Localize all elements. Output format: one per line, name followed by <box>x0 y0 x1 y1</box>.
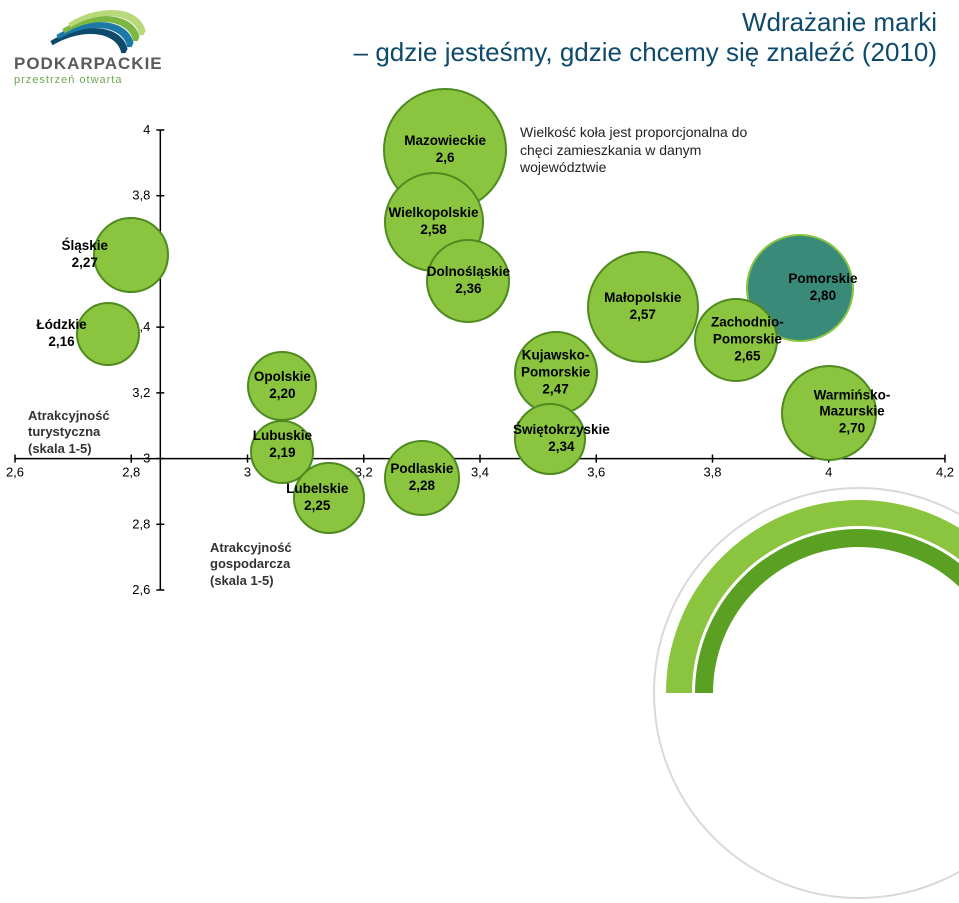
svg-text:3,8: 3,8 <box>703 465 721 480</box>
svg-text:2,6: 2,6 <box>132 582 150 597</box>
x-axis-title: Atrakcyjność gospodarcza (skala 1-5) <box>210 540 292 589</box>
title-line-2: – gdzie jesteśmy, gdzie chcemy się znale… <box>354 38 937 68</box>
bubble <box>781 365 877 461</box>
svg-text:2,8: 2,8 <box>122 465 140 480</box>
svg-text:2,6: 2,6 <box>6 465 24 480</box>
svg-text:3,4: 3,4 <box>471 465 489 480</box>
logo-tagline: przestrzeń otwarta <box>14 74 184 86</box>
bubble <box>384 440 460 516</box>
svg-text:3: 3 <box>244 465 251 480</box>
bubble <box>76 302 140 366</box>
logo-block: PODKARPACKIE przestrzeń otwarta <box>14 14 184 86</box>
chart-note: Wielkość koła jest proporcjonalna do chę… <box>520 124 780 177</box>
bubble <box>587 251 699 363</box>
title-line-1: Wdrażanie marki <box>354 8 937 38</box>
svg-text:4: 4 <box>825 465 832 480</box>
bubble <box>247 351 317 421</box>
bubble <box>694 298 778 382</box>
svg-text:4: 4 <box>143 122 150 137</box>
bubble <box>426 239 510 323</box>
bubble <box>293 462 365 534</box>
corner-decor-icon <box>649 483 959 903</box>
bubble <box>93 217 169 293</box>
page-title: Wdrażanie marki – gdzie jesteśmy, gdzie … <box>354 8 937 68</box>
svg-text:3,6: 3,6 <box>587 465 605 480</box>
bubble <box>514 403 586 475</box>
y-axis-title: Atrakcyjność turystyczna (skala 1-5) <box>28 408 110 457</box>
logo-swoosh <box>34 14 144 52</box>
svg-text:2,8: 2,8 <box>132 516 150 531</box>
svg-text:4,2: 4,2 <box>936 465 954 480</box>
svg-text:3,8: 3,8 <box>132 188 150 203</box>
svg-text:3,2: 3,2 <box>132 385 150 400</box>
svg-text:3: 3 <box>143 451 150 466</box>
